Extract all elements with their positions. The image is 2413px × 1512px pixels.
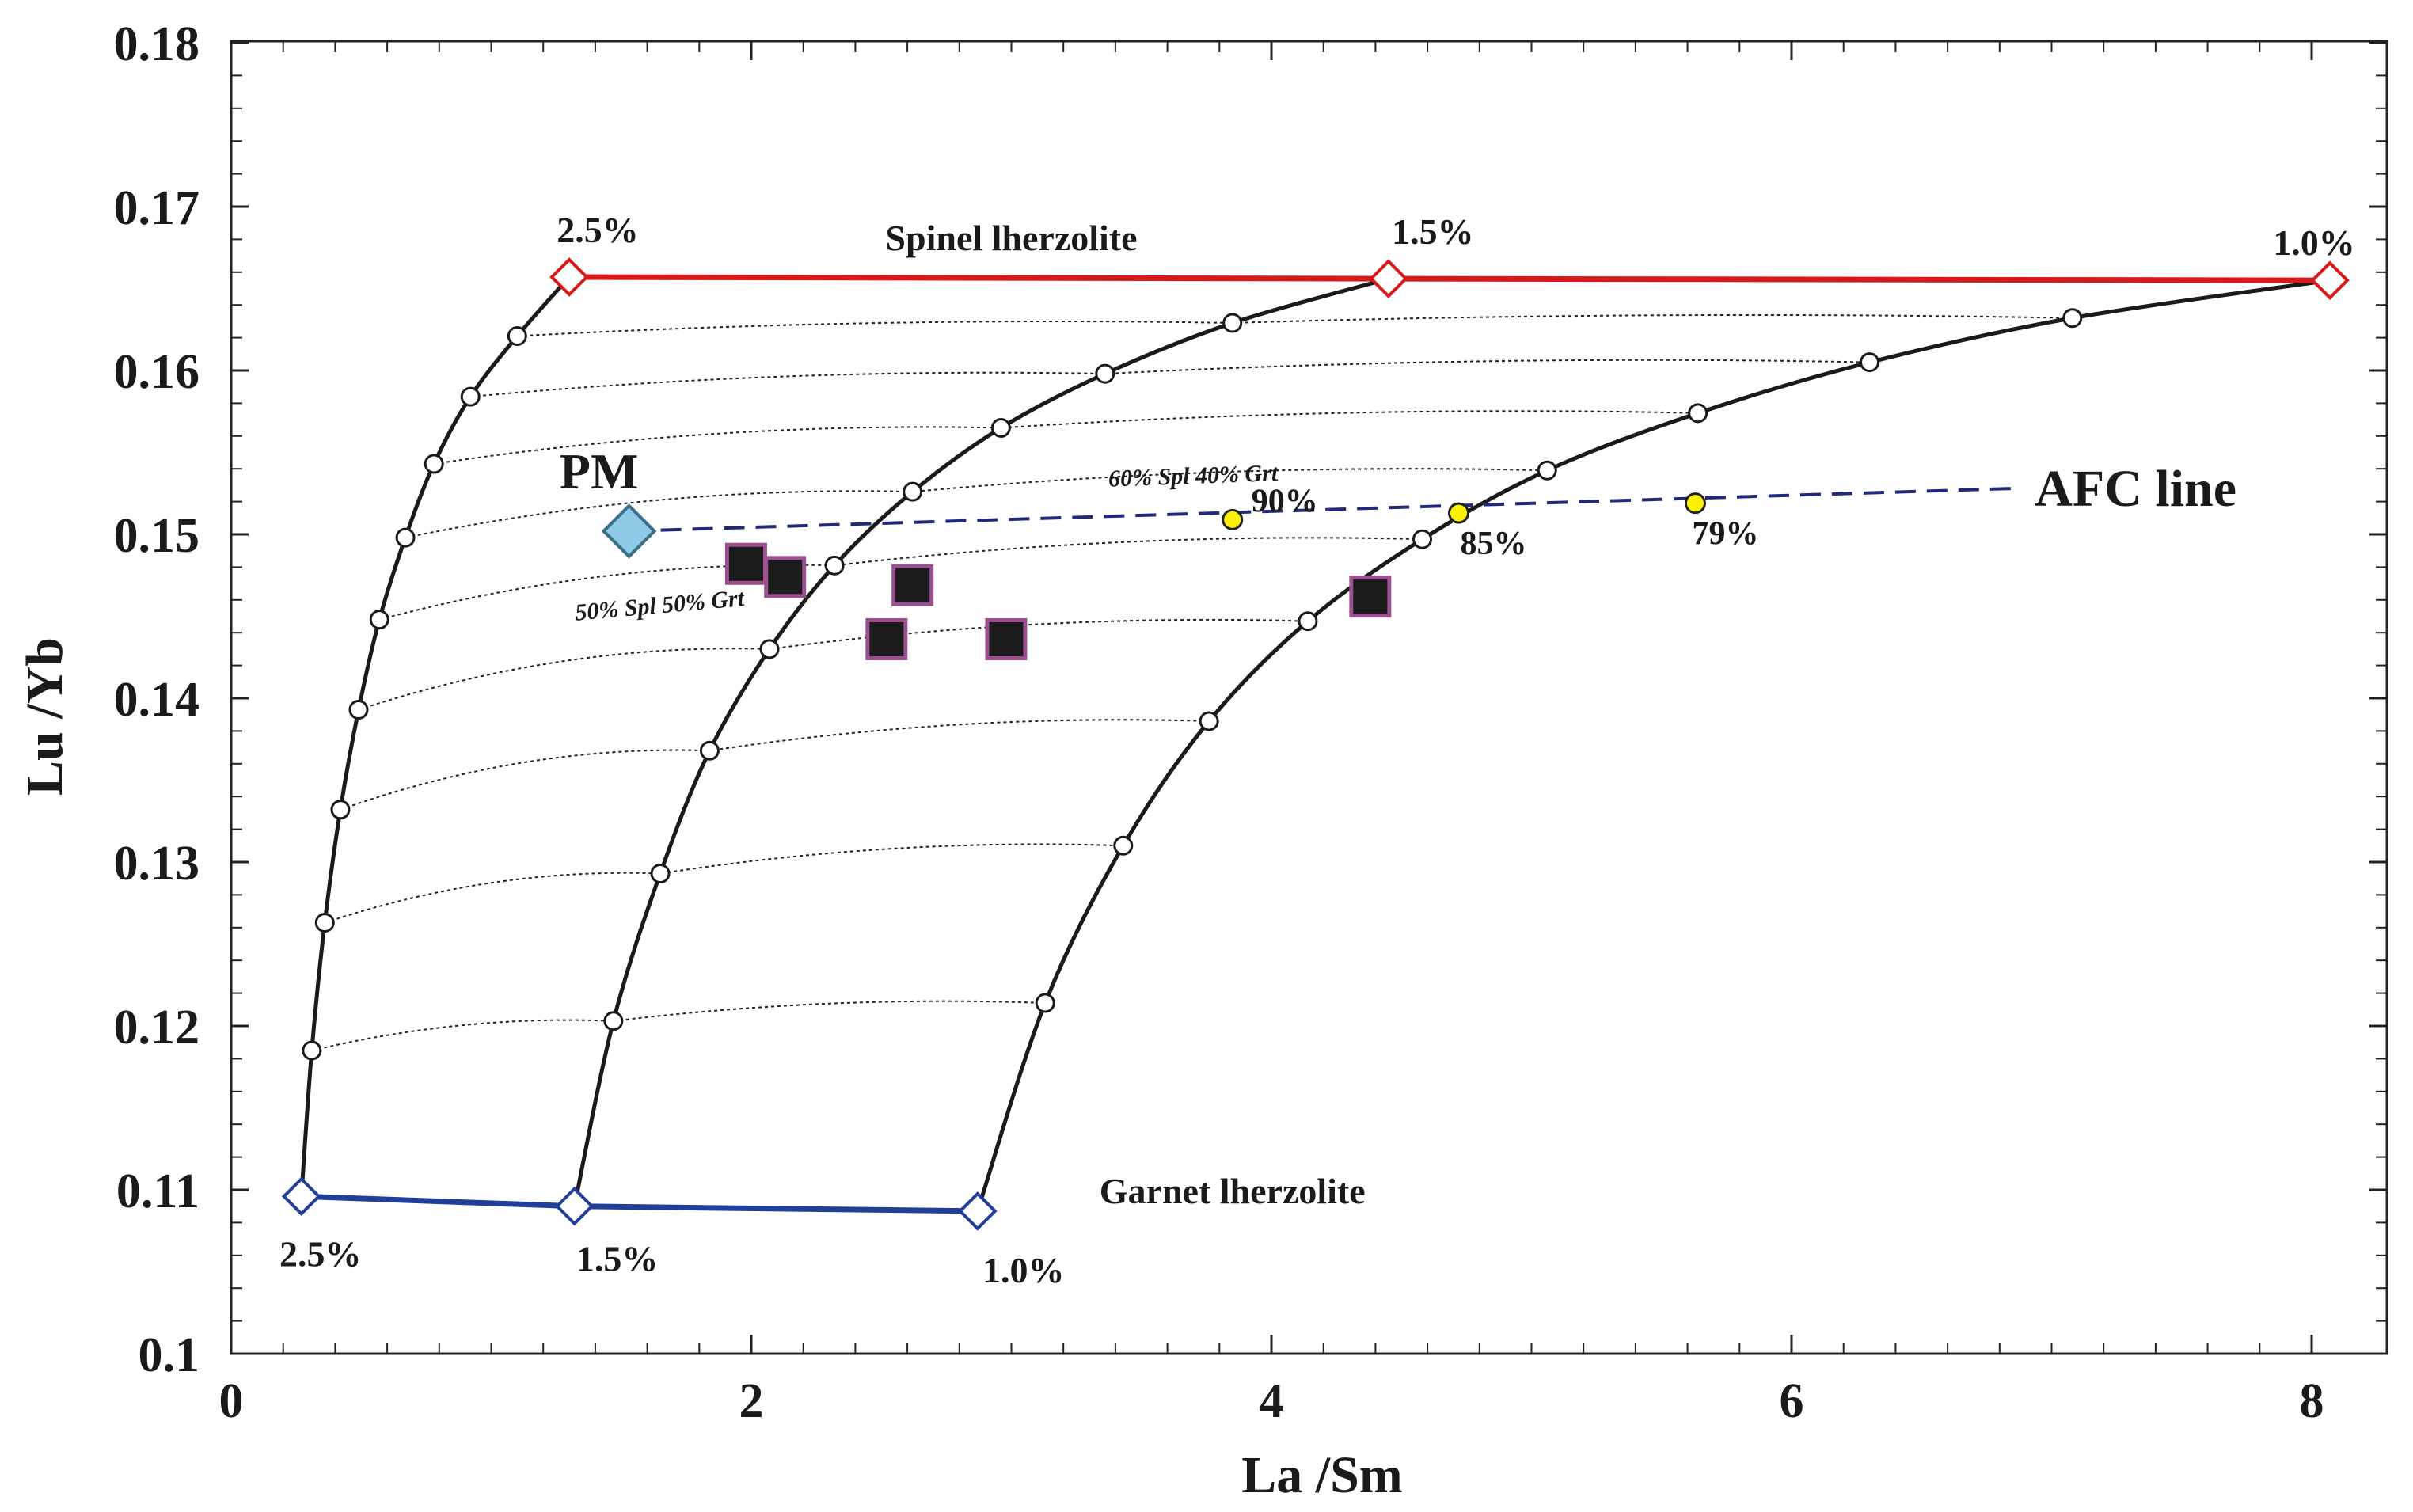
afc-pct-label: 85% (1461, 526, 1527, 562)
y-tick-label: 0.16 (114, 345, 200, 399)
x-tick-label: 0 (219, 1374, 244, 1428)
mixing-line (311, 1000, 1046, 1052)
axes: 0 2 4 6 8 0.1 0.11 0.12 0.13 0.14 0.15 0.16 0.17 0.18 (114, 17, 2388, 1428)
curve-point (1095, 363, 1115, 384)
curve-point (2062, 308, 2083, 329)
mixing-line (434, 410, 1698, 465)
curve-point (369, 610, 390, 630)
curve-point (1537, 460, 1557, 481)
spinel-pct-label: 1.5% (1392, 211, 1474, 252)
curve-point (1298, 611, 1318, 632)
curve-point (902, 481, 923, 502)
x-axis-label: La /Sm (1241, 1446, 1403, 1504)
melting-curve (975, 278, 2331, 1212)
curve-point (330, 800, 351, 820)
x-tick-label: 6 (1780, 1374, 1804, 1428)
x-tick-label: 2 (739, 1374, 764, 1428)
sample-point (985, 617, 1028, 660)
curve-point (1222, 313, 1243, 333)
garnet-pct-label: 1.5% (576, 1239, 659, 1279)
y-tick-label: 0.13 (114, 837, 200, 891)
curve-point (348, 699, 369, 720)
curve-point (1035, 993, 1055, 1013)
plot-area: 2.5% 1.5% 1.0% Spinel lherzolite 2.5% 1.5% 1.0… (279, 210, 2355, 1290)
y-tick-label: 0.14 (114, 673, 200, 727)
y-tick-label: 0.12 (114, 1001, 200, 1054)
y-tick-label: 0.17 (114, 181, 200, 235)
curve-point (990, 417, 1011, 438)
curve-point (1412, 529, 1433, 549)
curve-point (1199, 711, 1219, 731)
curve-point (395, 527, 416, 548)
spinel-line (569, 274, 2331, 283)
sample-point (891, 564, 934, 606)
afc-point (1448, 502, 1470, 524)
mixing-ratio-label: 60% Spl 40% Grt (1108, 460, 1280, 492)
afc-point (1684, 492, 1706, 515)
curve-point (314, 913, 335, 933)
sample-point (724, 542, 767, 585)
afc-pct-label: 79% (1692, 516, 1758, 553)
mixing-line (358, 618, 1309, 711)
curve-point (507, 326, 527, 347)
curve-point (650, 863, 671, 883)
garnet-name-label: Garnet lherzolite (1100, 1171, 1366, 1211)
sample-point (865, 617, 908, 660)
spinel-pct-label: 1.0% (2273, 222, 2355, 263)
mixing-line (340, 719, 1210, 811)
garnet-point (957, 1191, 998, 1231)
curve-point (1688, 403, 1708, 424)
pm-label: PM (560, 443, 639, 500)
y-tick-label: 0.15 (114, 509, 200, 563)
garnet-pct-label: 2.5% (279, 1233, 362, 1274)
afc-pct-label: 90% (1252, 483, 1318, 519)
mixing-line (405, 468, 1548, 539)
spinel-name-label: Spinel lherzolite (885, 218, 1137, 258)
y-axis-label: Lu /Yb (16, 637, 74, 796)
curve-point (1860, 352, 1880, 373)
x-tick-label: 8 (2300, 1374, 2324, 1428)
spinel-point (2310, 260, 2350, 300)
sample-point (764, 556, 807, 598)
garnet-pct-label: 1.0% (982, 1250, 1065, 1290)
x-tick-label: 4 (1260, 1374, 1284, 1428)
mixing-line (470, 359, 1870, 398)
curve-point (460, 386, 481, 407)
spinel-point (549, 257, 589, 297)
afc-point (1222, 508, 1244, 530)
curve-point (699, 740, 720, 761)
spinel-pct-label: 2.5% (557, 210, 639, 250)
garnet-point (554, 1186, 595, 1226)
y-tick-label: 0.18 (114, 17, 200, 71)
curve-point (302, 1040, 322, 1061)
curve-point (603, 1011, 624, 1031)
curve-point (424, 454, 444, 474)
afc-line (629, 487, 2013, 533)
pm-point (601, 503, 657, 559)
sample-point (1349, 576, 1392, 618)
afc-line-label: AFC line (2035, 460, 2236, 518)
mixing-line (378, 537, 1423, 621)
curve-point (1113, 835, 1134, 856)
curve-point (759, 639, 780, 659)
y-tick-label: 0.11 (116, 1164, 200, 1218)
mixing-line (324, 843, 1123, 924)
spinel-point (1368, 259, 1408, 298)
y-tick-label: 0.1 (139, 1328, 200, 1382)
garnet-point (281, 1176, 321, 1217)
curve-point (824, 555, 845, 576)
